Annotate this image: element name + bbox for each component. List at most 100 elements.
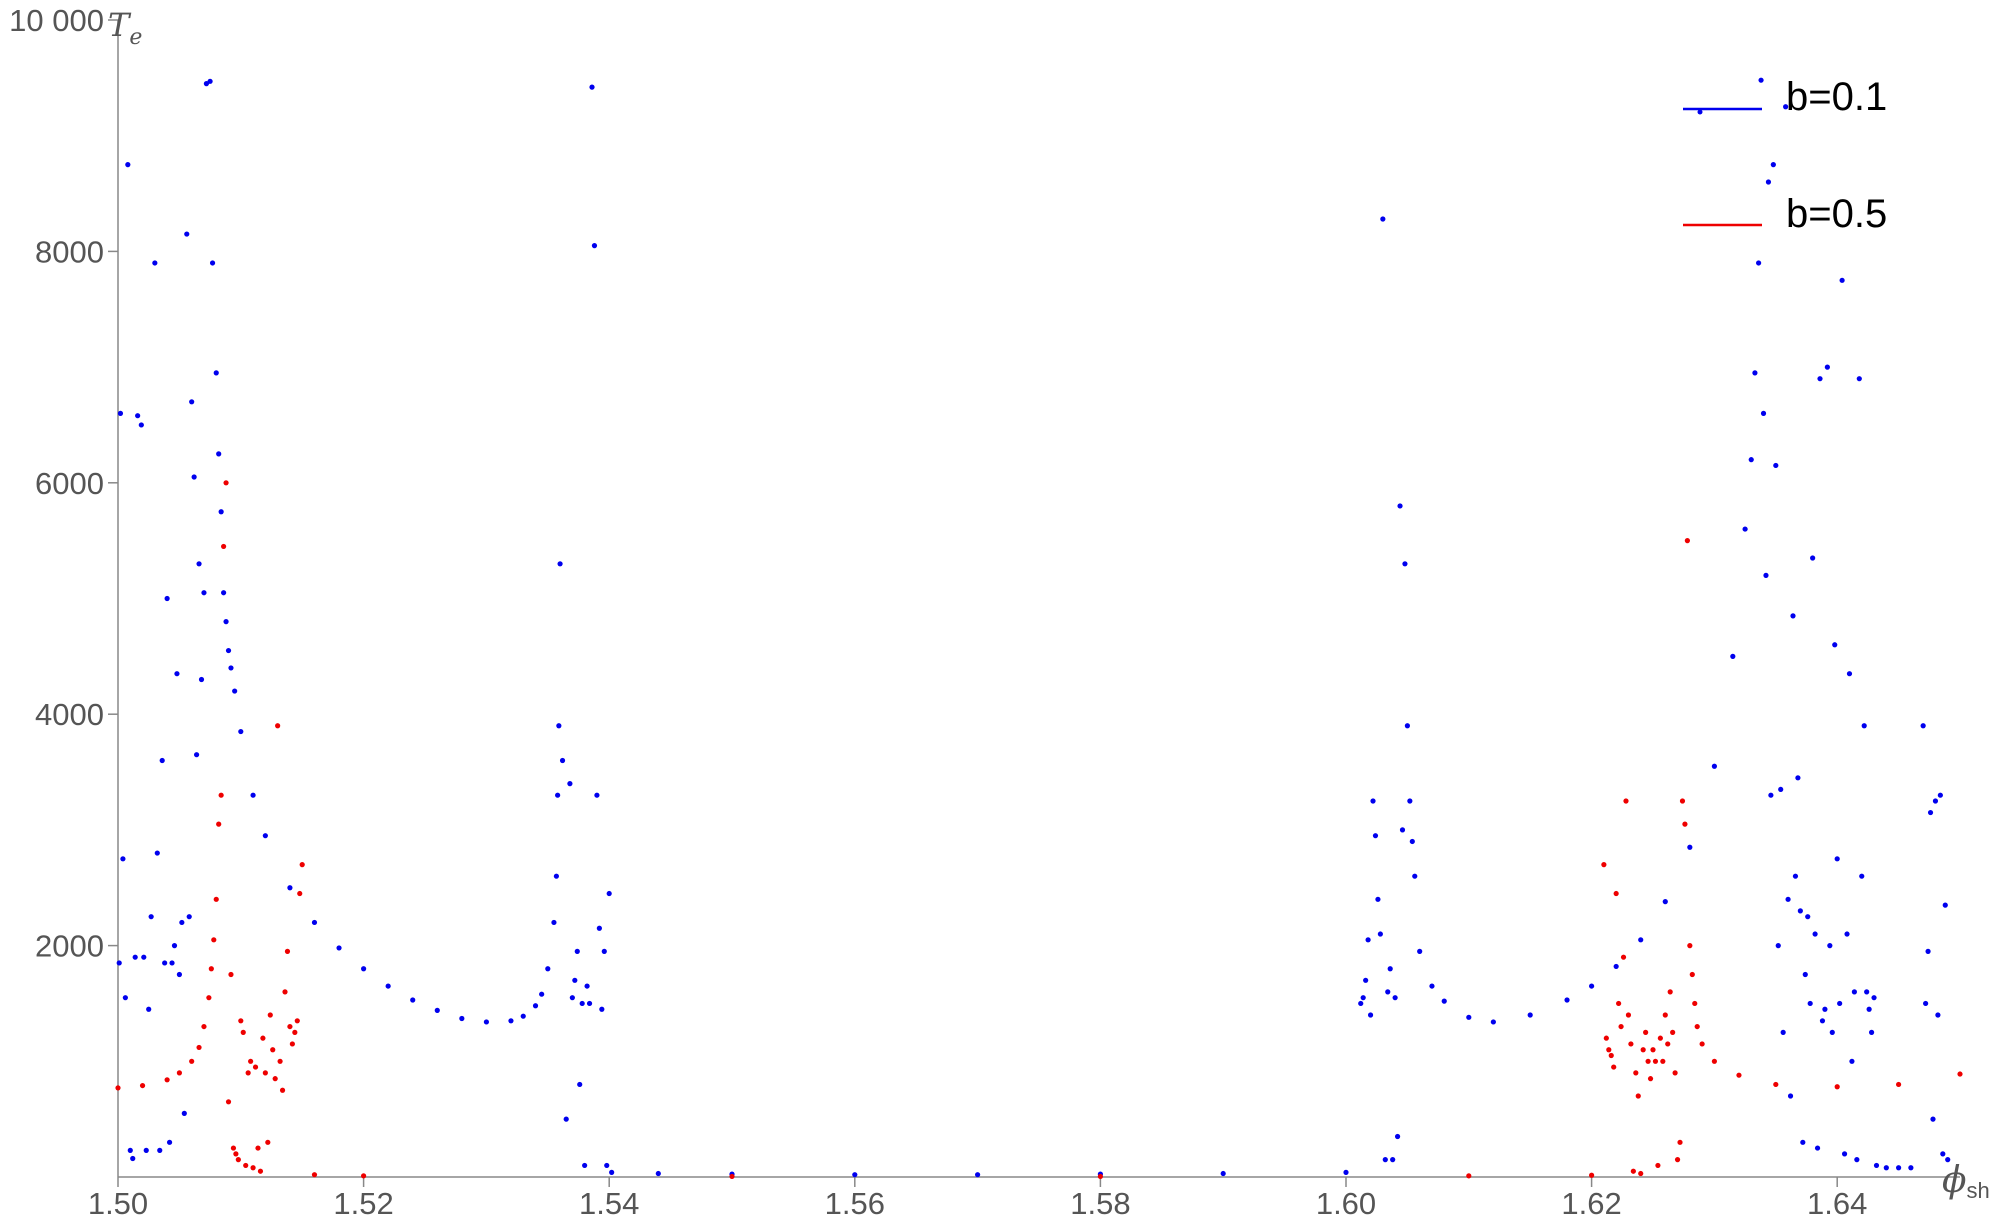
data-point (1564, 997, 1570, 1003)
data-point (1628, 1041, 1634, 1047)
data-point (1819, 1018, 1826, 1024)
data-point (1343, 1169, 1349, 1175)
data-point (1807, 1000, 1813, 1007)
x-tick-label: 1.50 (88, 1186, 148, 1221)
data-point (262, 833, 268, 839)
data-point (520, 1013, 526, 1019)
data-point (189, 1058, 195, 1064)
data-point (1527, 1012, 1533, 1018)
data-point (1832, 642, 1838, 648)
data-point (252, 1064, 259, 1070)
data-point (655, 1170, 661, 1177)
data-point (1787, 1093, 1794, 1099)
data-point (1633, 1070, 1639, 1076)
data-point (1957, 1071, 1963, 1077)
data-point (483, 1019, 489, 1025)
data-point (1871, 995, 1877, 1001)
data-point (1752, 370, 1758, 376)
data-point (1365, 937, 1371, 943)
data-point (115, 1085, 121, 1091)
data-point (1827, 943, 1833, 949)
data-point (218, 792, 224, 798)
data-point (1844, 931, 1850, 937)
x-tick-label: 1.52 (333, 1186, 393, 1221)
data-point (1849, 1058, 1855, 1064)
data-point (125, 162, 131, 168)
data-point (1822, 1006, 1828, 1012)
data-point (294, 1018, 300, 1024)
data-point (141, 954, 147, 960)
data-point (1412, 873, 1418, 879)
data-point (1930, 1116, 1936, 1122)
data-point (555, 792, 561, 798)
data-point (582, 1162, 588, 1169)
data-point (164, 595, 170, 602)
data-point (1923, 1000, 1929, 1007)
data-point (1490, 1019, 1496, 1025)
data-point (1785, 896, 1791, 902)
y-ticks: 2000 4000 6000 8000 10 000 (9, 3, 118, 964)
y-axis-label: Te (108, 6, 142, 50)
data-point (601, 948, 607, 954)
data-point (1372, 833, 1379, 839)
data-point (569, 995, 575, 1001)
data-point (1606, 1047, 1612, 1053)
data-point (1935, 1012, 1941, 1018)
data-point (157, 1147, 163, 1153)
data-point (243, 1162, 249, 1169)
legend: b=0.1 b=0.5 (1683, 75, 1887, 236)
data-point (1920, 723, 1926, 729)
data-point (1363, 977, 1369, 983)
data-point (553, 873, 559, 879)
data-point (563, 1116, 569, 1122)
data-point (233, 1151, 239, 1157)
data-point (1611, 1064, 1617, 1070)
data-point (1775, 943, 1781, 949)
data-point (146, 1006, 152, 1012)
axes: 1.50 1.52 1.54 1.56 1.58 1.60 1.62 1.64 2000 400… (9, 3, 1990, 1221)
data-point (213, 370, 219, 376)
data-point (250, 792, 256, 798)
data-point (311, 919, 318, 926)
data-point (1647, 1076, 1654, 1082)
data-point (572, 977, 578, 983)
data-point (586, 1000, 593, 1007)
data-point (1652, 1058, 1659, 1064)
data-point (1394, 1133, 1401, 1140)
data-point (1220, 1170, 1226, 1177)
x-tick-label: 1.62 (1561, 1186, 1621, 1221)
data-point (265, 1139, 271, 1145)
data-point (1620, 954, 1627, 960)
data-point (1645, 1058, 1651, 1064)
data-point (1677, 1139, 1683, 1145)
data-point (1859, 873, 1865, 879)
data-point (257, 1168, 264, 1174)
data-point (275, 723, 281, 729)
data-point (311, 1172, 318, 1178)
data-point (209, 260, 216, 266)
data-point (1625, 1012, 1632, 1018)
data-point (196, 1044, 202, 1051)
data-point (223, 480, 229, 486)
data-point (223, 619, 229, 625)
data-point (206, 995, 212, 1001)
data-point (557, 561, 563, 567)
data-point (174, 671, 180, 677)
data-point (1736, 1072, 1742, 1078)
data-point (1662, 899, 1668, 905)
data-point (1682, 821, 1688, 827)
data-point (1687, 844, 1693, 850)
data-point (289, 1041, 295, 1047)
data-point (1856, 376, 1862, 382)
data-point (1925, 948, 1931, 954)
data-point (459, 1015, 465, 1022)
data-point (574, 948, 580, 954)
data-point (225, 1099, 232, 1105)
data-point (1657, 1035, 1663, 1041)
legend-label-b01: b=0.1 (1786, 75, 1887, 119)
data-point (556, 723, 562, 729)
data-point (1940, 1151, 1946, 1157)
data-point (1763, 572, 1769, 578)
data-point (1613, 890, 1619, 897)
data-point (609, 1169, 615, 1175)
